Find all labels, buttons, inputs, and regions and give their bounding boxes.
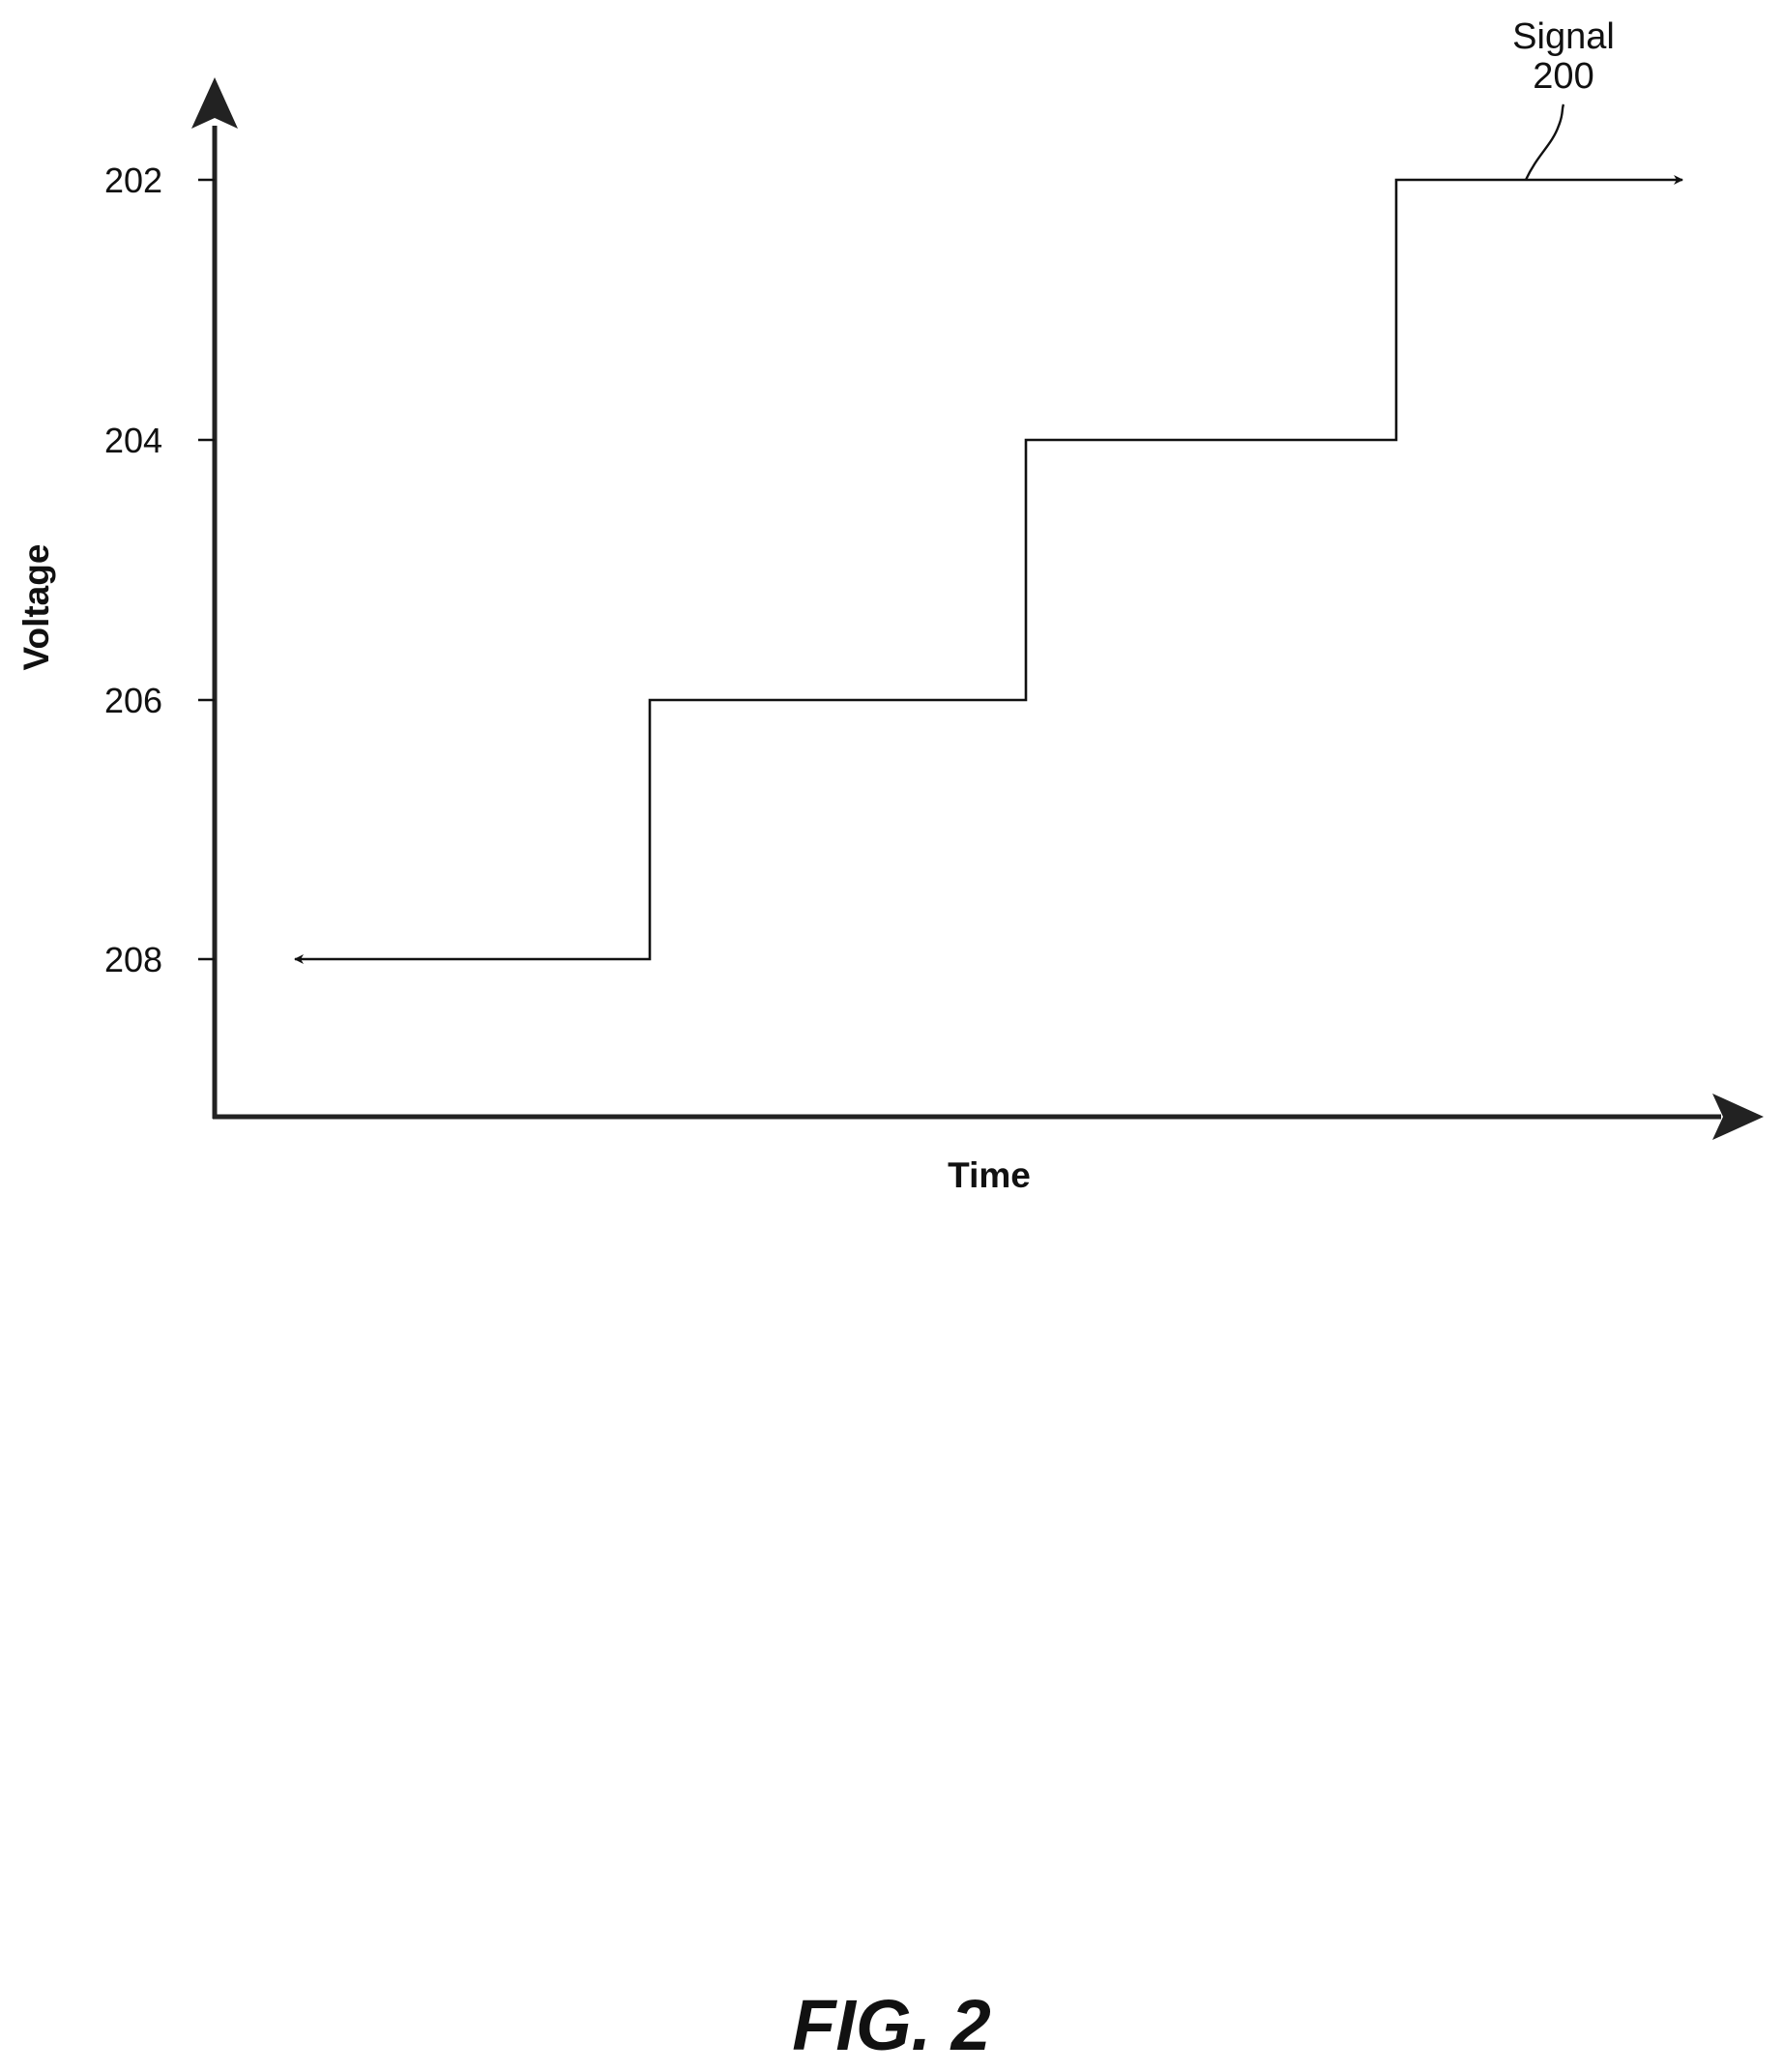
figure-caption: FIG. 2 bbox=[792, 1985, 991, 2065]
signal-trace bbox=[294, 175, 1683, 964]
y-axis bbox=[191, 77, 238, 1119]
signal-200-line bbox=[294, 175, 1683, 964]
callout-label-line1: Signal bbox=[1512, 16, 1615, 57]
tick-label-206: 206 bbox=[104, 681, 162, 720]
callout-leader-line bbox=[1524, 103, 1565, 181]
x-axis-arrowhead bbox=[1712, 1094, 1764, 1140]
y-axis-title: Voltage bbox=[16, 544, 56, 671]
tick-label-202: 202 bbox=[104, 161, 162, 200]
tick-label-208: 208 bbox=[104, 940, 162, 979]
y-ticks: 202 204 206 208 bbox=[104, 161, 215, 979]
y-axis-arrowhead bbox=[191, 77, 238, 129]
tick-label-204: 204 bbox=[104, 421, 162, 460]
x-axis bbox=[213, 1094, 1764, 1140]
signal-callout: Signal 200 bbox=[1512, 16, 1615, 181]
callout-label-line2: 200 bbox=[1533, 56, 1593, 97]
x-axis-title: Time bbox=[948, 1155, 1031, 1195]
